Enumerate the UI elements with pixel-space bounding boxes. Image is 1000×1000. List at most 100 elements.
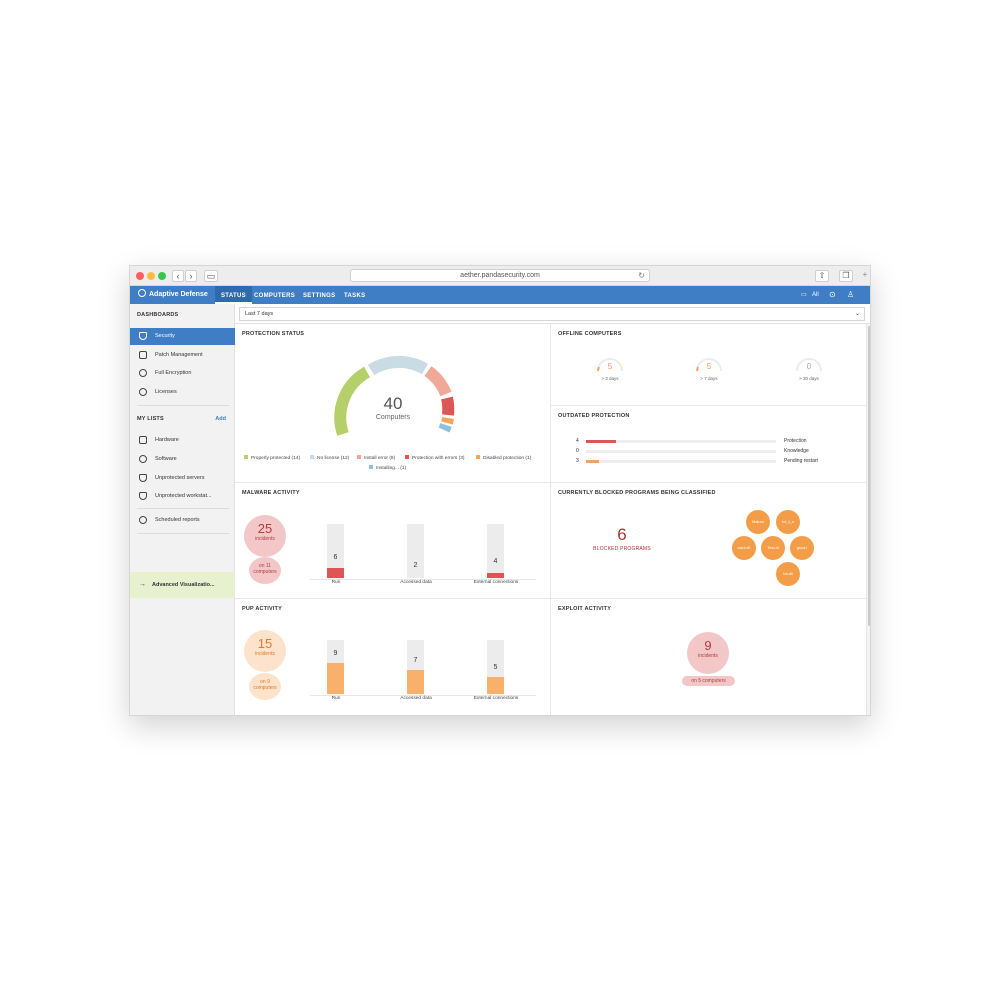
tabs-overview-icon[interactable]: ❐ [839, 270, 853, 282]
legend-item: Installing... (1) [369, 465, 406, 471]
hardware-icon [139, 436, 147, 444]
malware-incidents-bubble[interactable]: 25 incidents [244, 515, 286, 557]
tab-settings[interactable]: SETTINGS [303, 293, 336, 299]
bar-track [487, 524, 504, 578]
exploit-incidents-bubble[interactable]: 9 incidents [687, 632, 729, 674]
zoom-window-button[interactable] [158, 272, 166, 280]
tab-tasks[interactable]: TASKS [344, 293, 366, 299]
outdated-row[interactable]: 0 Knowledge [551, 448, 851, 456]
total-computers-count: 40 [383, 394, 403, 413]
share-icon[interactable]: ⇧ [815, 270, 829, 282]
panel-title: MALWARE ACTIVITY [242, 490, 300, 496]
encryption-icon [139, 369, 147, 377]
blocked-programs-count[interactable]: 6 [617, 525, 627, 544]
divider [137, 533, 229, 534]
offline-count: 5 [706, 362, 712, 371]
chart-baseline [310, 695, 536, 696]
close-window-button[interactable] [136, 272, 144, 280]
back-icon[interactable]: ‹ [172, 270, 184, 282]
bar-label: Run [331, 696, 341, 701]
computers-label: on 11 computers [253, 563, 277, 575]
sidebar-toggle-icon[interactable]: ▭ [204, 270, 218, 282]
address-bar[interactable]: aether.pandasecurity.com ↻ [350, 269, 650, 282]
bar-fill [407, 670, 424, 694]
bar-label: External connections [473, 580, 519, 585]
outdated-label: Protection [784, 438, 807, 444]
sidebar-item-patch-management[interactable]: Patch Management [130, 347, 235, 364]
sidebar-item-advanced-visualization[interactable]: → Advanced Visualizatio... [130, 572, 235, 598]
legend-label: Protection with errors (3) [412, 456, 465, 461]
period-select[interactable]: Last 7 days ⌄ [239, 307, 865, 321]
arrow-right-icon: → [139, 581, 146, 588]
brand-name: Adaptive Defense [149, 291, 208, 298]
bar-track [407, 524, 424, 578]
sidebar-item-label: Scheduled reports [155, 517, 200, 523]
offline-period: > 30 days [799, 376, 819, 381]
bar-label: Accessed data [400, 580, 432, 585]
legend-swatch [405, 455, 409, 459]
blocked-program-bubble[interactable]: gsvd.l [790, 536, 814, 560]
blocked-program-bubble[interactable]: Ict_t_s [776, 510, 800, 534]
app-header: Adaptive Defense STATUS COMPUTERS SETTIN… [130, 286, 870, 304]
reload-icon[interactable]: ↻ [638, 271, 645, 280]
bar-value: 5 [493, 664, 498, 671]
blocked-programs-label: BLOCKED PROGRAMS [593, 546, 651, 552]
gauge-segment-installing [438, 422, 452, 433]
minimize-window-button[interactable] [147, 272, 155, 280]
outdated-count: 0 [576, 448, 579, 454]
brand-logo[interactable]: Adaptive Defense [138, 286, 208, 304]
sidebar-item-unprotected-workstations[interactable]: Unprotected workstat... [130, 488, 235, 505]
sidebar-item-full-encryption[interactable]: Full Encryption [130, 365, 235, 382]
notifications-icon[interactable]: ⊙ [829, 290, 836, 299]
folder-icon[interactable]: ▭ [801, 292, 807, 298]
url-text: aether.pandasecurity.com [460, 272, 540, 279]
sidebar-item-licenses[interactable]: Licenses [130, 384, 235, 401]
offline-period: > 3 days [601, 376, 619, 381]
outdated-label: Pending restart [784, 458, 818, 464]
scrollbar-thumb[interactable] [868, 326, 870, 626]
bar-value: 4 [493, 558, 498, 565]
tab-status[interactable]: STATUS [215, 286, 252, 304]
dashboards-heading: DASHBOARDS [137, 312, 179, 318]
sidebar-item-unprotected-servers[interactable]: Unprotected servers [130, 470, 235, 487]
exploit-computers-pill[interactable]: on 5 computers [682, 676, 735, 686]
user-icon[interactable]: ♙ [847, 290, 855, 299]
total-computers-label: Computers [375, 414, 411, 421]
sidebar-item-security[interactable]: Security [130, 328, 235, 345]
tab-computers[interactable]: COMPUTERS [254, 293, 296, 299]
blocked-program-bubble[interactable]: tot.dll [776, 562, 800, 586]
sidebar: DASHBOARDS Security Patch Management Ful… [130, 304, 235, 715]
sidebar-item-label: Advanced Visualizatio... [152, 582, 215, 588]
sidebar-item-label: Licenses [155, 389, 177, 395]
legend-item: Protection with errors (3) [405, 455, 465, 461]
malware-computers-bubble[interactable]: on 11 computers [249, 557, 281, 584]
mini-gauge-arc [696, 358, 722, 372]
blocked-program-bubble[interactable]: Test.dl [761, 536, 785, 560]
outdated-bar-fill [586, 440, 617, 443]
period-value: Last 7 days [245, 311, 274, 317]
pup-incidents-bubble[interactable]: 15 incidents [244, 630, 286, 672]
incident-label: incidents [698, 653, 718, 659]
panel-title: EXPLOIT ACTIVITY [558, 606, 612, 612]
main-content: Last 7 days ⌄ PROTECTION STATUS 40 Compu… [235, 304, 870, 715]
group-filter-label[interactable]: All [812, 292, 819, 298]
sidebar-item-software[interactable]: Software [130, 451, 235, 468]
outdated-row[interactable]: 4 Protection [551, 438, 851, 446]
period-filter-bar: Last 7 days ⌄ [235, 304, 870, 324]
outdated-row[interactable]: 3 Pending restart [551, 458, 851, 466]
blocked-program-bubble[interactable]: wsrtr.lK [732, 536, 756, 560]
new-tab-icon[interactable]: + [862, 270, 868, 279]
computers-label: on 9 computers [253, 679, 277, 691]
forward-icon[interactable]: › [185, 270, 197, 282]
sidebar-item-scheduled-reports[interactable]: Scheduled reports [130, 512, 235, 529]
add-list-button[interactable]: Add [215, 416, 226, 422]
pup-computers-bubble[interactable]: on 9 computers [249, 673, 281, 700]
panel-title: PUP ACTIVITY [242, 606, 282, 612]
blocked-program-bubble[interactable]: Malum [746, 510, 770, 534]
divider [137, 405, 229, 406]
mini-gauge-arc [796, 358, 822, 372]
sidebar-item-hardware[interactable]: Hardware [130, 432, 235, 449]
offline-count: 5 [607, 362, 613, 371]
scrollbar[interactable] [867, 324, 870, 715]
incident-count: 15 [257, 636, 273, 651]
